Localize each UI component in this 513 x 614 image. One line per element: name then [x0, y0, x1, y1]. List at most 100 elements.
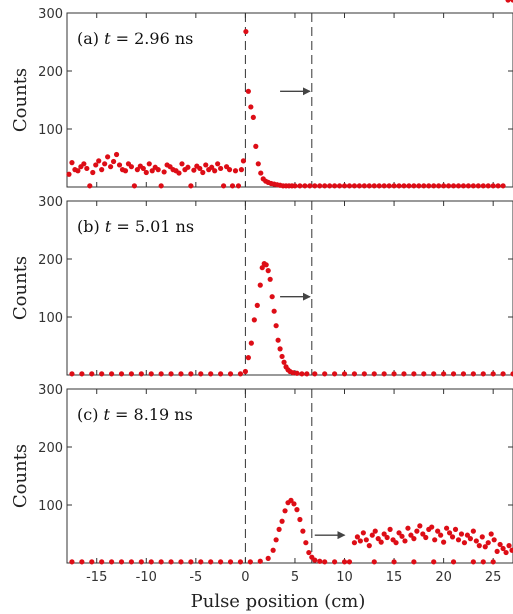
data-point	[503, 549, 509, 556]
data-point	[79, 559, 85, 565]
data-point	[317, 183, 323, 189]
data-point	[277, 346, 283, 352]
data-point	[99, 371, 105, 377]
data-point	[148, 371, 154, 377]
data-point	[208, 371, 214, 377]
data-point	[220, 183, 227, 189]
data-point	[294, 370, 300, 376]
data-point	[69, 160, 75, 166]
y-tick-label: 300	[38, 195, 63, 210]
data-point	[146, 161, 152, 167]
data-point	[473, 538, 479, 544]
y-tick-label: 200	[38, 253, 63, 268]
data-point	[279, 353, 285, 360]
data-point	[354, 534, 360, 540]
data-point	[271, 308, 277, 314]
panel-label: (b) t = 5.01 ns	[77, 217, 194, 236]
x-tick-label: -15	[86, 570, 107, 585]
data-point	[500, 545, 506, 552]
data-point	[460, 371, 467, 377]
data-point	[423, 534, 429, 541]
data-point	[297, 516, 303, 523]
data-point	[263, 262, 269, 268]
data-point	[426, 183, 432, 189]
data-point	[99, 559, 105, 565]
data-point	[84, 165, 90, 172]
data-point	[290, 370, 296, 376]
data-point	[366, 543, 372, 549]
data-point	[351, 371, 358, 377]
data-point	[322, 371, 328, 377]
data-point	[435, 528, 441, 534]
data-point	[361, 183, 367, 189]
data-point	[441, 371, 447, 377]
data-point	[458, 531, 465, 537]
data-point	[500, 183, 506, 189]
data-point	[405, 525, 411, 531]
data-point	[79, 371, 85, 377]
data-point	[470, 528, 476, 534]
data-point	[93, 162, 99, 168]
data-point	[212, 168, 218, 174]
data-point	[158, 183, 164, 189]
data-point	[237, 371, 244, 377]
data-point	[188, 559, 194, 565]
data-point	[336, 183, 343, 189]
data-points	[69, 497, 513, 565]
data-point	[294, 507, 300, 513]
data-point	[411, 536, 417, 542]
data-point	[143, 169, 149, 176]
data-point	[446, 530, 453, 536]
data-point	[470, 371, 476, 377]
data-point	[317, 558, 323, 564]
data-point	[393, 540, 399, 546]
data-point	[361, 371, 367, 377]
data-point	[209, 164, 215, 170]
data-point	[155, 167, 161, 173]
y-axis-label: Counts	[10, 256, 31, 320]
x-tick-label: 0	[241, 570, 249, 585]
data-point	[138, 371, 144, 377]
data-point	[198, 371, 204, 377]
data-point	[327, 183, 333, 189]
panel-c: 100 200 300 -15 -10 -5 0 5 10 15 20 25 Counts (c) t =…	[10, 383, 513, 585]
data-point	[480, 371, 486, 377]
data-point	[299, 371, 305, 377]
data-point	[259, 265, 265, 271]
data-point	[69, 371, 75, 377]
data-point	[248, 340, 254, 346]
data-point	[387, 526, 393, 532]
data-point	[411, 371, 417, 377]
data-point	[396, 183, 402, 189]
data-point	[449, 534, 456, 540]
data-point	[436, 183, 442, 189]
data-point	[386, 183, 392, 189]
data-point	[131, 183, 137, 189]
data-point	[495, 183, 501, 189]
data-point	[312, 371, 318, 377]
data-point	[200, 169, 206, 176]
data-point	[89, 371, 95, 377]
data-point	[491, 537, 497, 543]
data-point	[179, 161, 185, 167]
data-point	[455, 537, 462, 543]
data-point	[506, 543, 512, 549]
data-point	[485, 183, 491, 189]
data-point	[81, 161, 87, 167]
data-point	[300, 528, 306, 534]
y-tick-label: 200	[38, 441, 63, 456]
data-point	[87, 183, 93, 189]
data-point	[452, 526, 459, 532]
panel-b: 100 200 300 Counts (b) t = 5.01 ns	[10, 195, 513, 377]
panel-label: (c) t = 8.19 ns	[77, 405, 193, 424]
data-point	[265, 268, 271, 274]
data-point	[465, 183, 471, 189]
panel-a: 100 200 300 Counts (a) t = 2.96 ns	[10, 0, 513, 189]
data-point	[255, 161, 261, 167]
x-tick-label: 5	[291, 570, 299, 585]
data-point	[500, 371, 506, 377]
data-point	[197, 165, 203, 172]
data-point	[247, 559, 253, 565]
data-point	[237, 559, 244, 565]
data-point	[417, 523, 423, 529]
